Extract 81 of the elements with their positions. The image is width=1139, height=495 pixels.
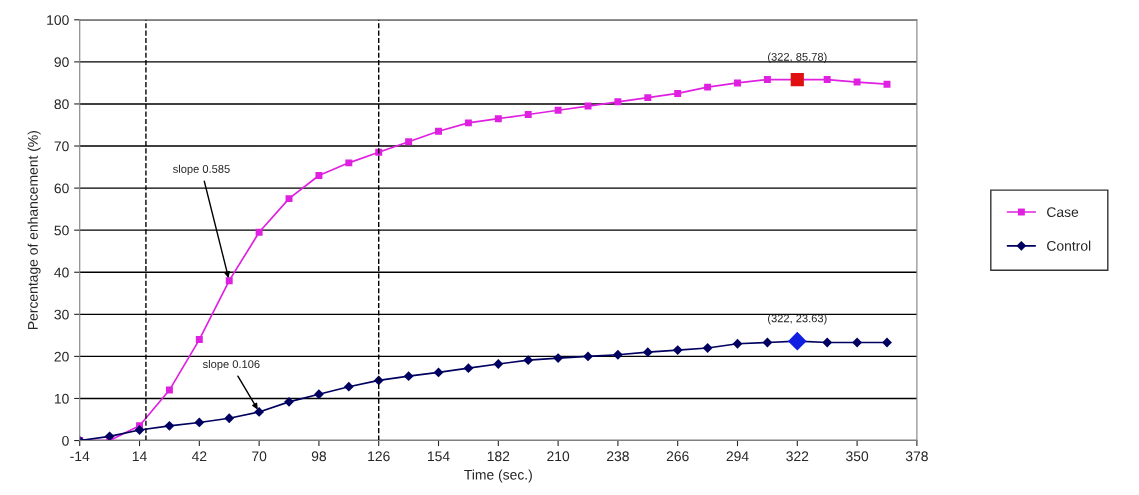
y-tick-label: 90 (54, 57, 69, 68)
x-tick-label: 70 (252, 451, 267, 462)
point (435, 127, 442, 135)
point (583, 351, 593, 362)
point (732, 338, 743, 349)
point (853, 78, 861, 86)
x-axis-title: Time (sec.) (464, 469, 532, 483)
point (405, 138, 413, 146)
point (554, 106, 562, 114)
point (463, 363, 474, 374)
x-tick-label: 182 (487, 451, 510, 462)
point (134, 425, 145, 435)
y-tick-label: 50 (54, 225, 69, 236)
point (734, 79, 741, 87)
point (642, 347, 653, 358)
point (762, 337, 773, 348)
point (194, 417, 205, 428)
point (494, 115, 502, 123)
y-axis-title: Percentage of enhancement (%) (27, 131, 41, 330)
annotation: slope 0.106 (202, 359, 260, 371)
point (523, 355, 534, 366)
point (254, 407, 265, 417)
point (524, 111, 532, 118)
point (702, 343, 713, 353)
x-tick-label: 42 (191, 451, 207, 462)
point (644, 94, 652, 102)
y-tick-label: 10 (54, 393, 69, 404)
y-tick-label: 80 (54, 99, 69, 110)
point (375, 148, 383, 156)
x-tick-label: 322 (786, 451, 809, 462)
point (164, 420, 175, 431)
point (704, 83, 712, 91)
x-tick-label: 14 (132, 451, 147, 462)
y-tick-label: 40 (54, 267, 69, 278)
annotation: (322, 23.63) (768, 314, 827, 325)
point (284, 396, 294, 407)
point (165, 386, 173, 394)
point (614, 98, 622, 106)
point (823, 76, 831, 84)
x-tick-label: -14 (70, 451, 90, 462)
y-tick-label: 70 (54, 141, 69, 152)
x-tick-label: 350 (846, 451, 869, 462)
legend-label: Case (1047, 207, 1079, 218)
x-tick-label: 266 (666, 451, 689, 462)
point (672, 345, 683, 355)
point (613, 349, 623, 360)
point (882, 337, 892, 348)
point (433, 367, 444, 378)
point (553, 353, 564, 363)
y-tick-label: 60 (54, 183, 69, 194)
point (225, 277, 233, 285)
y-tick-label: 20 (54, 351, 69, 362)
x-tick-label: 98 (311, 451, 327, 462)
y-tick-label: 30 (54, 309, 69, 320)
annotation: slope 0.585 (173, 164, 230, 176)
point (674, 89, 682, 97)
y-tick-label: 100 (47, 15, 69, 25)
x-tick-label: 378 (905, 451, 928, 462)
point (787, 331, 807, 351)
point (224, 413, 235, 424)
x-tick-label: 154 (427, 451, 450, 462)
point (345, 159, 353, 167)
x-tick-label: 210 (547, 451, 570, 462)
annotation: (322, 85.78) (768, 52, 827, 63)
point (763, 76, 771, 84)
point (852, 337, 863, 348)
point (343, 381, 354, 392)
point (255, 228, 263, 236)
point (104, 431, 115, 441)
point (314, 389, 324, 400)
point (315, 172, 323, 179)
x-tick-label: 238 (607, 451, 629, 462)
x-tick-label: 294 (726, 451, 749, 462)
point (464, 119, 472, 127)
legend-label: Control (1047, 240, 1091, 251)
x-tick-label: 126 (368, 451, 390, 462)
point (822, 337, 833, 348)
y-tick-label: 0 (62, 435, 69, 446)
point (195, 336, 203, 344)
point (493, 359, 504, 369)
point (403, 371, 414, 382)
